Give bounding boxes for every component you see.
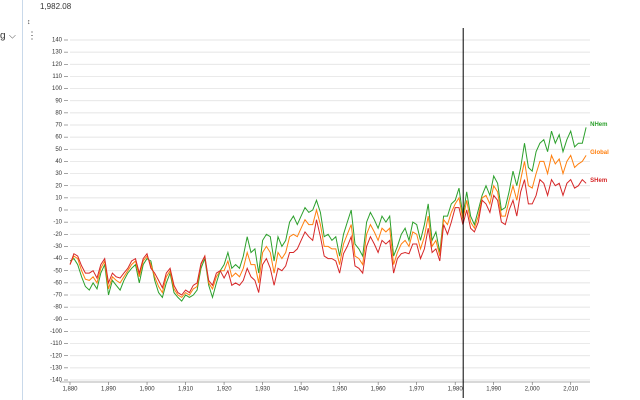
y-tick-label: 0 [59,208,63,214]
x-tick-label: 1,930 [255,387,271,393]
y-tick-label: 20 [55,183,62,189]
resize-icon[interactable]: ↕ [27,19,31,26]
y-tick-label: -140 [50,378,63,384]
x-tick-label: 1,880 [62,387,78,393]
y-tick-label: -120 [50,353,63,359]
y-tick-label: -70 [53,293,62,299]
y-tick-label: 40 [55,159,62,165]
series-label: NHem [590,122,607,128]
menu-icon[interactable]: ⋮ [27,31,37,42]
y-tick-label: 90 [55,98,62,104]
y-tick-label: -20 [53,232,62,238]
y-tick-label: -130 [50,365,63,371]
y-tick-label: -60 [53,280,62,286]
y-tick-label: 120 [52,62,63,68]
y-tick-label: 30 [55,171,62,177]
y-tick-label: 70 [55,123,62,129]
y-tick-label: 80 [55,110,62,116]
x-tick-label: 2,000 [525,387,541,393]
x-tick-label: 1,910 [178,387,194,393]
y-tick-label: 10 [55,195,62,201]
dropdown-icon[interactable]: ⌵ [9,30,16,40]
y-tick-label: 140 [52,38,63,44]
x-tick-label: 1,990 [486,387,502,393]
series-line [69,178,587,296]
series-line [69,153,587,299]
x-tick-label: 1,920 [217,387,233,393]
y-tick-label: -40 [53,256,62,262]
series-label: Global [590,150,609,156]
y-tick-label: -80 [53,305,62,311]
y-tick-label: -50 [53,268,62,274]
series-line [69,127,587,302]
x-tick-label: 1,980 [448,387,464,393]
y-tick-label: -110 [50,341,62,347]
series-label: SHem [590,178,607,184]
y-tick-label: 110 [52,74,62,80]
y-tick-label: -10 [53,220,62,226]
y-tick-label: 60 [55,135,62,141]
x-tick-label: 1,960 [371,387,387,393]
y-tick-label: -90 [53,317,62,323]
y-tick-label: -100 [50,329,63,335]
y-tick-label: 50 [55,147,62,153]
sidebar-label: g [0,31,6,42]
x-tick-label: 2,010 [563,387,579,393]
x-tick-label: 1,900 [140,387,156,393]
cursor-value: 1,982.08 [40,2,72,11]
y-tick-label: 100 [52,86,63,92]
x-tick-label: 1,970 [409,387,425,393]
sidebar-border [22,0,23,400]
y-tick-label: -30 [53,244,62,250]
y-tick-label: 130 [52,50,63,56]
x-tick-label: 1,890 [101,387,117,393]
x-tick-label: 1,950 [332,387,348,393]
x-tick-label: 1,940 [294,387,310,393]
